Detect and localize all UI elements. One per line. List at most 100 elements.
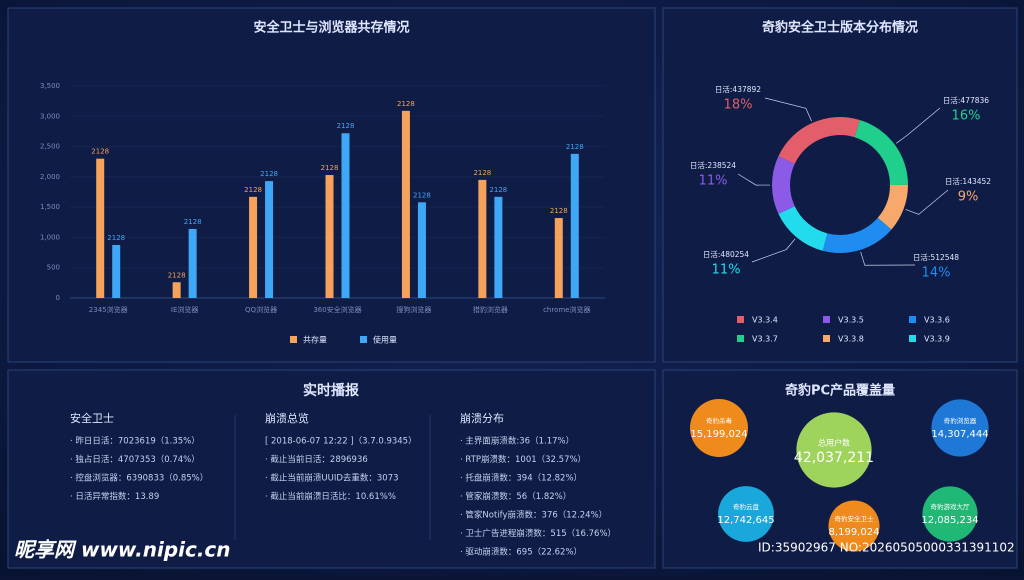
bar <box>570 153 579 298</box>
data-label: 11% <box>712 263 741 278</box>
legend-label: V3.3.6 <box>924 316 950 325</box>
legend-label: V3.3.8 <box>838 335 864 344</box>
bubble-value: 14,307,444 <box>931 429 988 440</box>
bar <box>96 158 105 298</box>
x-tick-label: 猎豹浏览器 <box>473 305 508 314</box>
bubble-value: 8,199,024 <box>829 527 880 538</box>
legend-swatch <box>909 316 916 323</box>
panel <box>662 7 1018 363</box>
chart-title: 安全卫士与浏览器共存情况 <box>253 20 409 36</box>
leader-line <box>896 107 941 144</box>
column-heading: 崩溃分布 <box>460 411 504 425</box>
bar <box>341 133 350 298</box>
annotation: 日活:480254 <box>703 249 749 259</box>
chart-title: 奇豹安全卫士版本分布情况 <box>762 20 918 36</box>
annotation: 日活:512548 <box>913 252 959 262</box>
legend-swatch <box>823 335 830 342</box>
legend-label: 共存量 <box>303 335 327 345</box>
panel-title: 实时播报 <box>303 382 359 399</box>
legend-swatch <box>737 335 744 342</box>
legend-swatch <box>909 335 916 342</box>
info-line: · 管家崩溃数：56（1.82%） <box>460 491 571 502</box>
data-label: 2128 <box>107 234 125 242</box>
bubble-value: 12,085,234 <box>921 515 978 526</box>
column-heading: 崩溃总览 <box>265 411 309 425</box>
legend-label: V3.3.5 <box>838 316 864 325</box>
data-label: 14% <box>922 266 951 281</box>
leader-line <box>860 251 916 266</box>
leader-line <box>905 189 949 215</box>
donut-segment <box>822 217 892 253</box>
legend-label: V3.3.9 <box>924 335 950 344</box>
bar <box>417 202 426 298</box>
bar <box>478 179 487 298</box>
y-tick-label: 1,500 <box>40 203 60 211</box>
bar <box>112 245 121 298</box>
data-label: 16% <box>952 109 981 124</box>
legend-label: V3.3.4 <box>752 316 778 325</box>
bubble <box>931 399 989 457</box>
bubble-value: 42,037,211 <box>794 450 874 466</box>
x-tick-label: IE浏览器 <box>171 305 199 314</box>
info-line: · 管家Notify崩溃数：376（12.24%） <box>460 510 607 521</box>
column-heading: 安全卫士 <box>70 411 114 425</box>
y-tick-label: 2,000 <box>40 173 60 181</box>
panel <box>7 369 656 569</box>
data-label: 2128 <box>168 271 186 279</box>
bubble-value: 12,742,645 <box>717 515 774 526</box>
data-label: 2128 <box>244 186 262 194</box>
bar <box>172 282 181 298</box>
info-line: · 截止当前崩溃日活比：10.61%% <box>265 491 396 502</box>
data-label: 2128 <box>489 186 507 194</box>
bar <box>188 228 197 298</box>
y-tick-label: 0 <box>56 294 60 302</box>
info-line: · 日活异常指数：13.89 <box>70 491 159 502</box>
bar <box>249 196 258 298</box>
legend-label: 使用量 <box>373 335 397 345</box>
x-tick-label: chrome浏览器 <box>543 305 590 314</box>
bubble-name: 总用户数 <box>818 438 850 448</box>
data-label: 2128 <box>550 207 568 215</box>
y-tick-label: 1,000 <box>40 233 60 241</box>
data-label: 2128 <box>413 191 431 199</box>
annotation: 日活:143452 <box>945 176 991 186</box>
donut-segment <box>854 119 908 185</box>
bar <box>494 196 503 298</box>
legend-swatch <box>360 336 367 343</box>
bar <box>265 181 274 298</box>
info-line: · 独占日活：4707353（0.74%） <box>70 454 200 465</box>
legend-label: V3.3.7 <box>752 335 778 344</box>
info-line: · 控盘浏览器：6390833（0.85%） <box>70 473 208 484</box>
info-line: · 截止当前日活：2896936 <box>265 454 368 465</box>
bubble <box>718 486 774 542</box>
data-label: 2128 <box>260 170 278 178</box>
bar <box>554 218 563 298</box>
info-line: · RTP崩溃数：1001（32.57%） <box>460 454 586 465</box>
annotation: 日活:238524 <box>690 160 736 170</box>
bubble-name: 奇豹云盘 <box>733 502 760 511</box>
annotation: 日活:437892 <box>715 84 761 94</box>
data-label: 2128 <box>184 218 202 226</box>
legend-swatch <box>737 316 744 323</box>
annotation: 日活:477836 <box>943 95 989 105</box>
bubble-name: 奇豹游戏大厅 <box>931 502 971 511</box>
data-label: 9% <box>958 190 979 205</box>
bubble-name: 奇豹杀毒 <box>706 416 733 425</box>
bar <box>325 175 334 298</box>
info-line: · 主界面崩溃数:36（1.17%） <box>460 436 574 447</box>
bubble-name: 奇豹安全卫士 <box>835 514 875 523</box>
data-label: 2128 <box>473 169 491 177</box>
bubble <box>796 412 872 488</box>
bubble <box>690 399 748 457</box>
leader-line <box>751 238 796 263</box>
leader-line <box>764 97 812 122</box>
y-tick-label: 2,500 <box>40 143 60 151</box>
data-label: 2128 <box>397 100 415 108</box>
bar <box>401 110 410 298</box>
x-tick-label: 搜狗浏览器 <box>396 305 431 314</box>
watermark: 昵享网 www.nipic.cn <box>14 538 231 562</box>
watermark-id: ID:35902967 NO:20260505000331391102 <box>758 541 1015 555</box>
data-label: 2128 <box>91 148 109 156</box>
y-tick-label: 500 <box>47 264 60 272</box>
